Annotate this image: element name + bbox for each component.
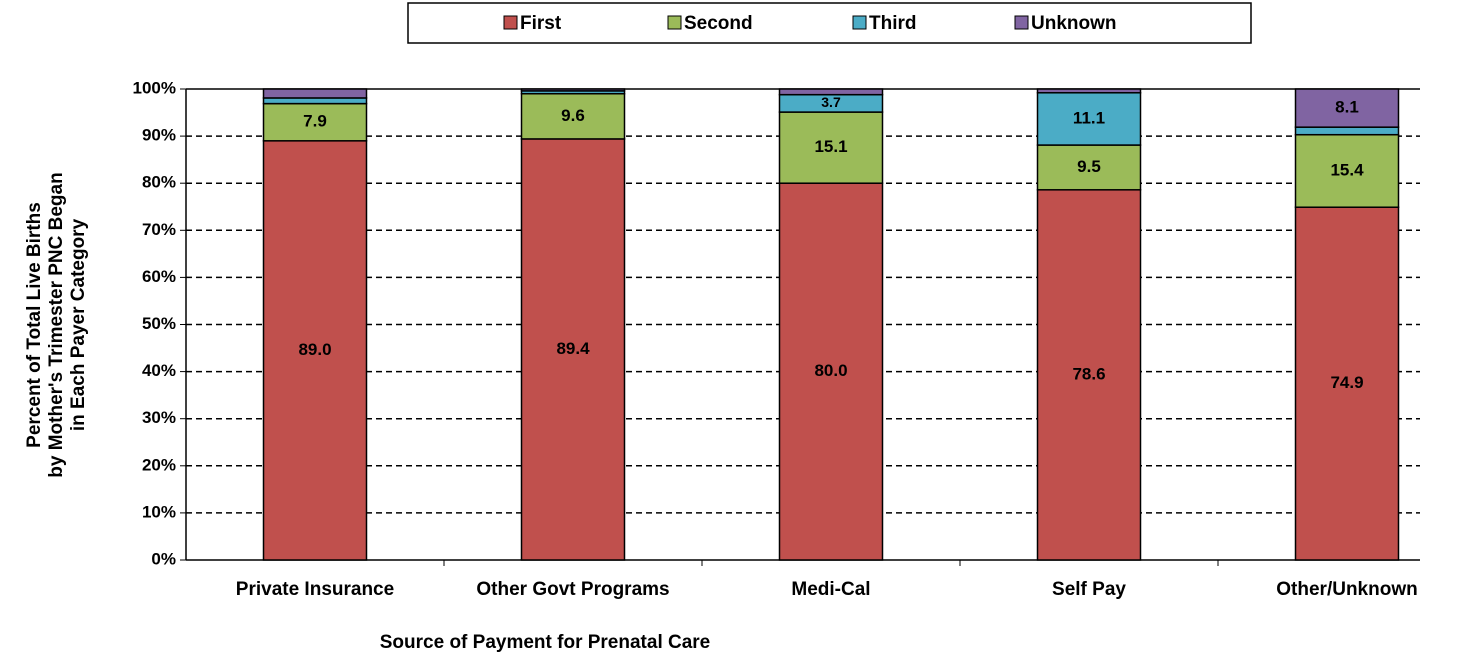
y-tick-label: 100% (133, 78, 176, 97)
legend-label: Second (684, 13, 753, 34)
y-tick-label: 30% (142, 408, 176, 427)
data-label: 89.4 (556, 339, 590, 358)
bar-segment (1036, 189, 1142, 561)
x-tick-label: Self Pay (1052, 579, 1126, 600)
data-label: 74.9 (1330, 373, 1363, 392)
y-tick-label: 90% (142, 126, 176, 145)
y-tick-label: 40% (142, 361, 176, 380)
data-label: 15.4 (1330, 160, 1364, 179)
y-tick-label: 60% (142, 267, 176, 286)
data-label: 9.5 (1077, 157, 1101, 176)
x-tick-label: Medi-Cal (791, 579, 870, 600)
data-label: 7.9 (303, 112, 327, 131)
legend-swatch (1014, 15, 1029, 30)
bar-segment (262, 88, 368, 99)
bar-segment (1036, 144, 1142, 191)
bar-segment (1036, 88, 1142, 94)
bar-segment (1294, 88, 1400, 128)
y-axis-title-line: in Each Payer Category (68, 218, 89, 431)
y-axis-title: Percent of Total Live Birthsby Mother's … (24, 172, 89, 477)
legend-box (407, 2, 1252, 44)
data-label: 80.0 (814, 361, 847, 380)
y-tick-label: 0% (151, 549, 176, 568)
legend-label: Unknown (1031, 13, 1117, 34)
legend-swatch (852, 15, 867, 30)
data-label: 89.0 (298, 340, 331, 359)
bar-segment (1294, 206, 1400, 561)
data-label: 78.6 (1072, 364, 1105, 383)
x-tick-label: Other/Unknown (1276, 579, 1417, 600)
data-label: 11.1 (1073, 108, 1105, 127)
y-tick-label: 10% (142, 502, 176, 521)
x-axis-title: Source of Payment for Prenatal Care (380, 632, 711, 653)
bar-segment (520, 88, 626, 92)
y-tick-label: 80% (142, 173, 176, 192)
y-tick-label: 20% (142, 455, 176, 474)
data-label: 3.7 (821, 94, 841, 110)
bar-segment (520, 138, 626, 561)
bar-segment (262, 97, 368, 105)
bar-segment (778, 88, 884, 96)
bar-segment (1294, 133, 1400, 208)
legend-swatch (667, 15, 682, 30)
data-label: 9.6 (561, 106, 585, 125)
bar-segment (520, 92, 626, 140)
y-tick-label: 50% (142, 314, 176, 333)
bar-segment (778, 182, 884, 561)
x-tick-label: Other Govt Programs (476, 579, 669, 600)
data-label: 15.1 (814, 137, 847, 156)
x-tick-label: Private Insurance (236, 579, 394, 600)
bar-segment (1294, 126, 1400, 136)
y-axis-title-line: Percent of Total Live Births (24, 202, 45, 448)
legend-label: First (520, 13, 562, 34)
y-tick-label: 70% (142, 220, 176, 239)
legend-label: Third (869, 13, 917, 34)
data-label: 8.1 (1335, 98, 1359, 117)
bar-segment (778, 111, 884, 184)
y-axis-title-line: by Mother's Trimester PNC Began (46, 172, 67, 477)
legend-swatch (503, 15, 518, 30)
